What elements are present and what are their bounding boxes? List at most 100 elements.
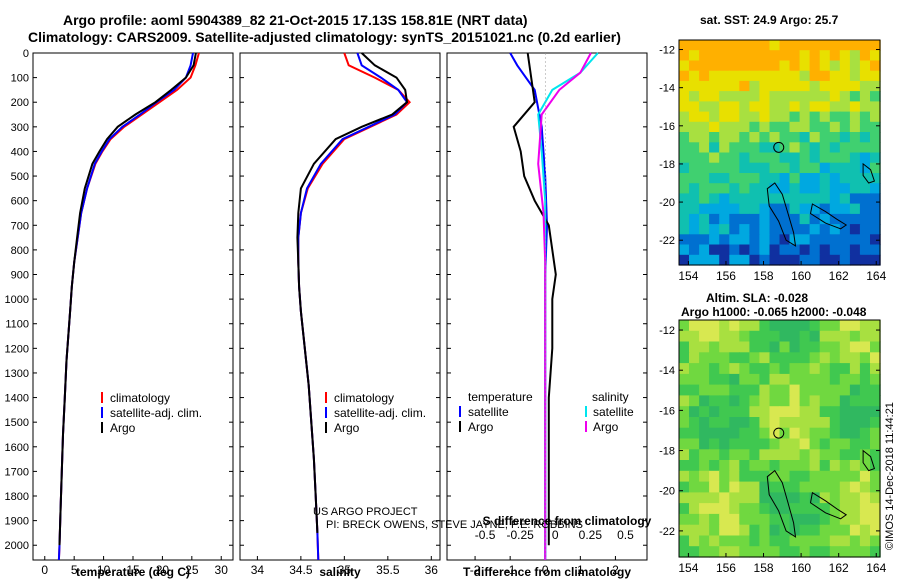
map-xtick-label: 164 xyxy=(866,269,886,283)
map-cell xyxy=(819,254,831,266)
map-cell xyxy=(739,417,750,429)
map-cell xyxy=(729,111,740,123)
map-cell xyxy=(779,438,791,450)
map-cell xyxy=(839,513,851,526)
map-cell xyxy=(809,203,821,215)
map-cell xyxy=(789,60,801,72)
map-cell xyxy=(779,373,791,386)
map-cell xyxy=(819,203,831,215)
map-cell xyxy=(769,234,781,246)
map-cell xyxy=(759,213,771,225)
map-cell xyxy=(789,460,801,472)
map-cell xyxy=(819,513,831,526)
map-cell xyxy=(789,132,801,143)
map-cell xyxy=(849,470,861,483)
map-cell xyxy=(709,183,720,194)
map-cell xyxy=(809,373,821,386)
map-cell xyxy=(809,224,821,235)
x2-axis-label: S difference from climatology xyxy=(483,514,652,528)
map-cell xyxy=(789,70,801,82)
island-outline xyxy=(766,469,797,538)
map-cell xyxy=(829,142,841,154)
map-cell xyxy=(679,183,690,194)
map-cell xyxy=(849,373,861,386)
map-cell xyxy=(729,193,740,205)
map-cell xyxy=(689,481,700,493)
pi-label: PI: BRECK OWENS, STEVE JAYNE, P.E. ROBBI… xyxy=(326,519,583,531)
map-cell xyxy=(829,503,841,515)
map-cell xyxy=(689,320,700,332)
map-cell xyxy=(809,427,821,440)
map-cell xyxy=(699,40,710,51)
map-cell xyxy=(699,535,710,547)
map-cell xyxy=(769,406,781,418)
map-cell xyxy=(759,80,771,92)
map-cell xyxy=(870,213,881,225)
map-cell xyxy=(729,384,740,396)
map-cell xyxy=(739,254,750,266)
map-cell xyxy=(829,173,841,184)
legend-label: satellite-adj. clim. xyxy=(334,406,426,420)
map-cell xyxy=(799,193,811,205)
map-cell xyxy=(799,406,811,418)
map-cell xyxy=(839,193,851,205)
map-cell xyxy=(759,363,771,375)
map-cell xyxy=(859,492,871,504)
map-cell xyxy=(769,91,781,102)
map-cell xyxy=(839,427,851,440)
map-cell xyxy=(709,460,720,472)
map-cell xyxy=(719,121,730,133)
map-cell xyxy=(739,132,750,143)
map-cell xyxy=(729,546,740,558)
map-xtick-label: 158 xyxy=(754,561,774,575)
xtick-label: 0 xyxy=(41,563,48,577)
map-cell xyxy=(689,173,700,184)
map-cell xyxy=(739,203,750,215)
ytick-label: 1600 xyxy=(5,442,29,454)
map-cell xyxy=(809,152,821,164)
map-cell xyxy=(759,352,771,364)
map-cell xyxy=(819,438,831,450)
map-cell xyxy=(839,60,851,72)
map-cell xyxy=(809,395,821,407)
map-cell xyxy=(809,254,821,266)
map-cell xyxy=(799,162,811,174)
map-cell xyxy=(799,524,811,537)
map-cell xyxy=(709,142,720,154)
map-cell xyxy=(799,384,811,396)
map-cell xyxy=(870,234,881,246)
map-cell xyxy=(709,384,720,396)
map-cell xyxy=(759,91,771,102)
map-cell xyxy=(699,50,710,61)
legend-label: satellite-adj. clim. xyxy=(110,406,202,420)
map-cell xyxy=(839,503,851,515)
map-cell xyxy=(689,384,700,396)
map-cell xyxy=(870,121,881,133)
map-cell xyxy=(719,173,730,184)
legend-label: satellite xyxy=(468,405,509,419)
map-cell xyxy=(679,254,690,266)
x-axis-label: temperature (deg C) xyxy=(76,565,190,579)
legend-title: salinity xyxy=(592,390,629,404)
map-cell xyxy=(859,417,871,429)
map-cell xyxy=(849,50,861,61)
map-cell xyxy=(829,330,841,343)
map-cell xyxy=(759,417,771,429)
map-cell xyxy=(839,183,851,194)
map-cell xyxy=(829,363,841,375)
map-cell xyxy=(809,438,821,450)
map-cell xyxy=(849,438,861,450)
map-cell xyxy=(870,373,881,386)
map-cell xyxy=(819,427,831,440)
map-cell xyxy=(839,80,851,92)
map-cell xyxy=(769,162,781,174)
map-cell xyxy=(799,183,811,194)
map-cell xyxy=(789,481,801,493)
map-cell xyxy=(729,80,740,92)
map-cell xyxy=(729,330,740,343)
map-cell xyxy=(870,513,881,526)
map-cell xyxy=(809,80,821,92)
map-cell xyxy=(709,60,720,72)
map-frame xyxy=(678,39,881,266)
map-cell xyxy=(699,183,710,194)
